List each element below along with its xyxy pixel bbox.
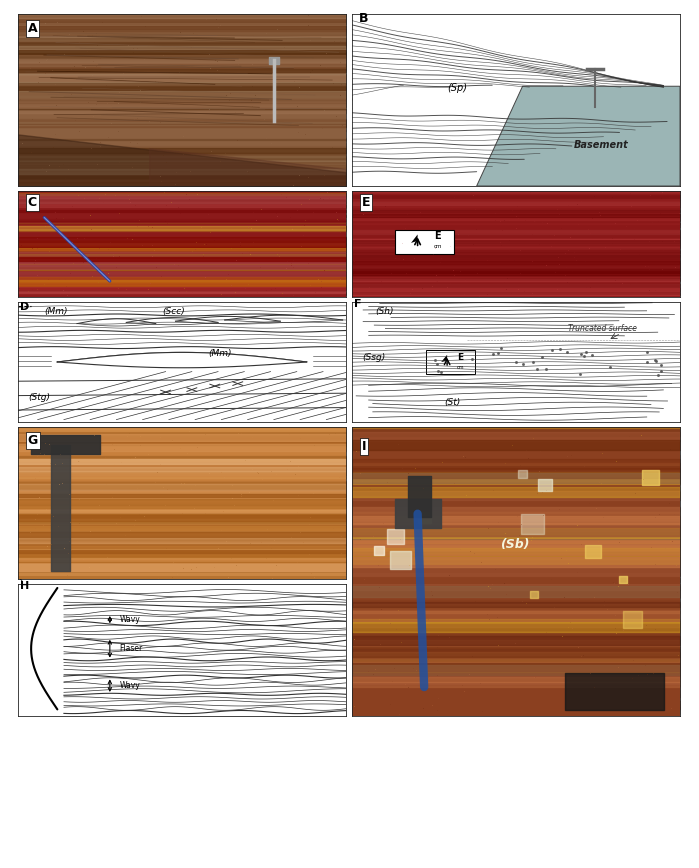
Text: (Sp): (Sp) [447, 83, 467, 94]
Text: (Sh): (Sh) [375, 307, 394, 316]
Polygon shape [441, 355, 447, 362]
Text: Flaser: Flaser [120, 644, 143, 654]
Text: C: C [28, 196, 37, 209]
Text: cm: cm [434, 244, 442, 249]
Text: Truncated surface: Truncated surface [568, 324, 637, 332]
Text: Basement: Basement [574, 140, 628, 150]
Text: H: H [20, 582, 29, 591]
Text: (Mm): (Mm) [208, 349, 232, 358]
Text: E: E [457, 352, 463, 362]
Text: cm: cm [457, 365, 464, 370]
Text: Wavy: Wavy [120, 681, 140, 690]
Text: F: F [354, 299, 361, 309]
Text: (Sb): (Sb) [500, 538, 529, 551]
Bar [426, 350, 475, 374]
Text: (Mm): (Mm) [44, 307, 68, 316]
Bar [395, 230, 454, 253]
Polygon shape [411, 234, 417, 243]
Text: D: D [20, 302, 29, 312]
Text: A: A [28, 22, 38, 35]
Text: `: ` [18, 580, 24, 590]
Polygon shape [477, 86, 680, 186]
Text: (St): (St) [444, 398, 460, 407]
Text: B: B [359, 12, 368, 25]
Text: E: E [434, 231, 440, 240]
Text: (Scc): (Scc) [162, 307, 185, 316]
Text: G: G [28, 434, 38, 447]
Text: (Ssg): (Ssg) [362, 352, 385, 362]
Text: E: E [362, 196, 370, 209]
Text: Wavy: Wavy [120, 615, 140, 624]
Text: I: I [362, 440, 366, 453]
Text: (Stg): (Stg) [28, 393, 50, 403]
